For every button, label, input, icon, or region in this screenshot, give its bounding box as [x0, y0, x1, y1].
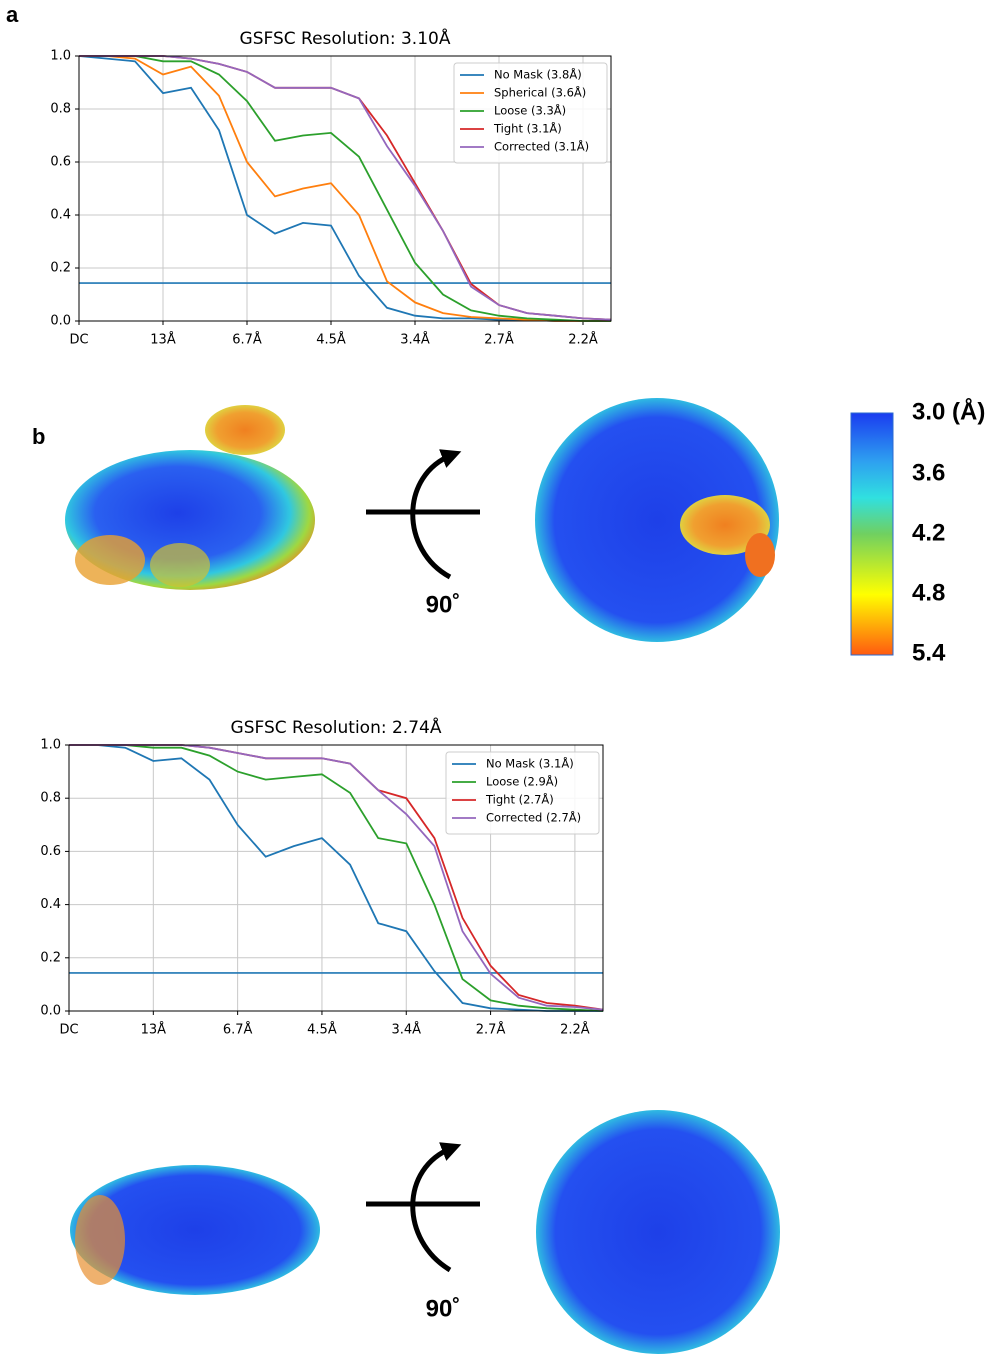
- x-tick-label: DC: [69, 333, 88, 348]
- colorbar-label: 5.4: [912, 639, 946, 666]
- legend-label: Loose (2.9Å): [486, 774, 558, 789]
- y-tick-label: 0.0: [40, 1004, 61, 1019]
- x-tick-label: 3.4Å: [400, 332, 430, 348]
- y-tick-label: 0.6: [50, 155, 71, 170]
- fsc-line: [79, 55, 611, 322]
- colorbar: [850, 412, 894, 656]
- panel-label: a: [6, 2, 19, 27]
- rotation-label: 90˚: [426, 591, 461, 618]
- legend-label: Corrected (2.7Å): [486, 810, 581, 825]
- colorbar-label: 4.8: [912, 579, 945, 606]
- panel-label: b: [32, 424, 45, 449]
- x-tick-label: 6.7Å: [232, 332, 262, 348]
- y-tick-label: 0.0: [50, 314, 71, 329]
- x-tick-label: 4.5Å: [307, 1022, 337, 1038]
- fsc-line: [69, 744, 603, 1012]
- legend-label: Corrected (3.1Å): [494, 139, 589, 154]
- x-tick-label: DC: [59, 1023, 78, 1038]
- legend-box: [453, 62, 608, 164]
- legend-label: Spherical (3.6Å): [494, 85, 586, 100]
- colorbar-label: 4.2: [912, 519, 945, 546]
- rotation-arrow: [366, 449, 480, 1273]
- y-tick-label: 0.4: [40, 897, 61, 912]
- density-map: [536, 1110, 780, 1354]
- x-tick-label: 6.7Å: [223, 1022, 253, 1038]
- y-tick-label: 1.0: [40, 738, 61, 753]
- y-tick-label: 0.8: [40, 791, 61, 806]
- x-tick-label: 2.7Å: [484, 332, 514, 348]
- x-tick-label: 13Å: [150, 332, 176, 348]
- legend-label: Tight (3.1Å): [493, 121, 562, 136]
- legend-label: Loose (3.3Å): [494, 103, 566, 118]
- density-map: [70, 1165, 320, 1295]
- x-tick-label: 2.7Å: [476, 1022, 506, 1038]
- colorbar-label: 3.0 (Å): [912, 397, 985, 425]
- x-tick-label: 3.4Å: [391, 1022, 421, 1038]
- chart-title: GSFSC Resolution: 3.10Å: [240, 27, 451, 49]
- colorbar-label: 3.6: [912, 459, 945, 486]
- legend-label: No Mask (3.1Å): [486, 756, 574, 771]
- density-map: [65, 405, 315, 590]
- x-tick-label: 2.2Å: [560, 1022, 590, 1038]
- x-tick-label: 4.5Å: [316, 332, 346, 348]
- x-tick-label: 2.2Å: [568, 332, 598, 348]
- x-tick-label: 13Å: [141, 1022, 167, 1038]
- y-tick-label: 0.6: [40, 844, 61, 859]
- legend-label: Tight (2.7Å): [485, 792, 554, 807]
- fsc-line: [79, 55, 611, 322]
- chart-title: GSFSC Resolution: 2.74Å: [231, 716, 442, 738]
- y-tick-label: 0.8: [50, 102, 71, 117]
- density-map: [535, 398, 779, 642]
- legend-label: No Mask (3.8Å): [494, 67, 582, 82]
- legend-box: [445, 751, 600, 835]
- y-tick-label: 1.0: [50, 49, 71, 64]
- rotation-label: 90˚: [426, 1295, 461, 1322]
- y-tick-label: 0.2: [40, 950, 61, 965]
- fsc-line: [69, 744, 604, 1012]
- axes-frame: [78, 55, 612, 322]
- y-tick-label: 0.2: [50, 261, 71, 276]
- axes-frame: [68, 744, 604, 1012]
- y-tick-label: 0.4: [50, 208, 71, 223]
